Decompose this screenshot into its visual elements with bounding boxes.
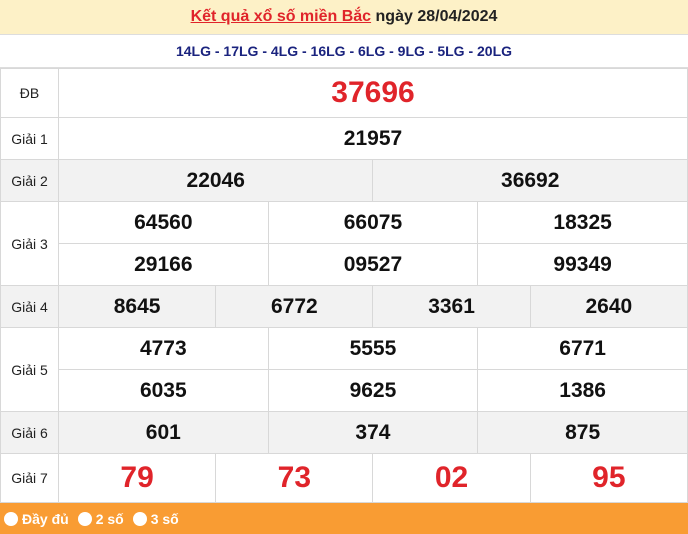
option-full[interactable]: Đầy đủ: [4, 511, 69, 527]
prize-value: 374: [267, 411, 479, 454]
results-title-link[interactable]: Kết quả xổ số miền Bắc: [190, 8, 372, 25]
prize-row-g6: Giải 6 601 374 875: [0, 411, 688, 454]
radio-icon[interactable]: [77, 511, 92, 526]
option-3-digits[interactable]: 3 số: [132, 511, 179, 527]
prize-value: 79: [57, 453, 217, 503]
prize-value: 37696: [58, 68, 688, 118]
prize-value: 8645: [57, 285, 217, 328]
prize-label: Giải 6: [0, 411, 59, 454]
prize-row-g2: Giải 2 22046 36692: [0, 159, 688, 202]
prize-row-g1: Giải 1 21957: [0, 117, 688, 160]
draw-codes: 14LG - 17LG - 4LG - 16LG - 6LG - 9LG - 5…: [0, 35, 688, 68]
prize-value: 3361: [372, 285, 531, 328]
prize-value: 9625: [267, 369, 479, 412]
radio-icon[interactable]: [4, 511, 18, 526]
prize-label: Giải 1: [0, 117, 59, 160]
prize-value: 5555: [267, 327, 479, 370]
option-2-digits[interactable]: 2 số: [77, 511, 124, 527]
prize-value: 66075: [267, 201, 479, 244]
prize-row-db: ĐB 37696: [0, 68, 688, 118]
prize-value: 875: [477, 411, 688, 454]
prize-row-g3b: 29166 09527 99349: [1, 243, 688, 286]
radio-icon[interactable]: [132, 511, 147, 526]
prize-row-g5b: 6035 9625 1386: [1, 369, 688, 412]
prize-value: 2640: [529, 285, 688, 328]
prize-value: 02: [372, 453, 531, 503]
prize-value: 99349: [477, 243, 688, 286]
prize-value: 95: [529, 453, 688, 503]
prize-value: 6771: [477, 327, 688, 370]
prize-label: Giải 5: [0, 327, 59, 412]
prize-label: Giải 2: [0, 159, 59, 202]
prize-row-g7: Giải 7 79 73 02 95: [0, 453, 688, 503]
prize-label: Giải 4: [0, 285, 59, 328]
display-options: Đầy đủ 2 số 3 số: [0, 503, 688, 534]
prize-row-g5: Giải 5 4773 5555 6771: [0, 327, 688, 412]
prize-value: 73: [215, 453, 374, 503]
prize-row-g4: Giải 4 8645 6772 3361 2640: [0, 285, 688, 328]
results-date: ngày 28/04/2024: [375, 8, 498, 25]
prize-label: Giải 7: [0, 453, 59, 503]
results-table: ĐB 37696 Giải 1 21957 Giải 2 22046 36692 Giả…: [0, 68, 688, 503]
prize-value: 21957: [58, 117, 688, 160]
prize-label: ĐB: [0, 68, 59, 118]
prize-value: 18325: [477, 201, 688, 244]
prize-value: 22046: [57, 159, 374, 202]
prize-value: 1386: [477, 369, 688, 412]
prize-value: 09527: [267, 243, 479, 286]
prize-value: 601: [58, 411, 269, 454]
prize-value: 4773: [58, 327, 269, 370]
prize-value: 36692: [372, 159, 688, 202]
results-header: Kết quả xổ số miền Bắc ngày 28/04/2024: [0, 0, 688, 35]
prize-value: 6035: [58, 369, 269, 412]
prize-label: Giải 3: [0, 201, 59, 286]
prize-row-g3: Giải 3 64560 66075 18325: [0, 201, 688, 286]
prize-value: 29166: [58, 243, 269, 286]
prize-value: 6772: [215, 285, 374, 328]
prize-value: 64560: [58, 201, 269, 244]
